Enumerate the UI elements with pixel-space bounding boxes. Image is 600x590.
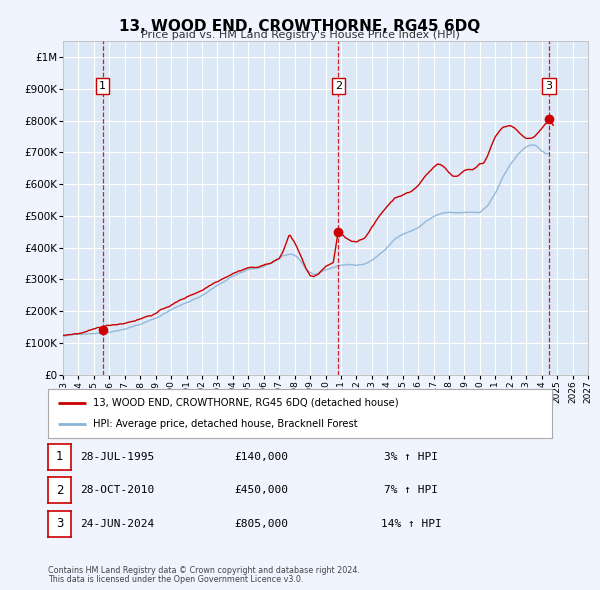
Text: 2: 2 [56,484,63,497]
Text: 3: 3 [56,517,63,530]
Text: 1: 1 [99,81,106,91]
Text: 1: 1 [56,450,63,463]
Text: This data is licensed under the Open Government Licence v3.0.: This data is licensed under the Open Gov… [48,575,304,584]
Text: 2: 2 [335,81,342,91]
Text: £450,000: £450,000 [234,486,288,495]
Text: £805,000: £805,000 [234,519,288,529]
Text: 13, WOOD END, CROWTHORNE, RG45 6DQ (detached house): 13, WOOD END, CROWTHORNE, RG45 6DQ (deta… [94,398,399,408]
Text: 3: 3 [545,81,553,91]
Text: 24-JUN-2024: 24-JUN-2024 [80,519,154,529]
Text: 28-JUL-1995: 28-JUL-1995 [80,452,154,461]
Text: Price paid vs. HM Land Registry's House Price Index (HPI): Price paid vs. HM Land Registry's House … [140,30,460,40]
Text: 13, WOOD END, CROWTHORNE, RG45 6DQ: 13, WOOD END, CROWTHORNE, RG45 6DQ [119,19,481,34]
Text: HPI: Average price, detached house, Bracknell Forest: HPI: Average price, detached house, Brac… [94,419,358,430]
Text: 28-OCT-2010: 28-OCT-2010 [80,486,154,495]
Text: 7% ↑ HPI: 7% ↑ HPI [384,486,438,495]
Text: 3% ↑ HPI: 3% ↑ HPI [384,452,438,461]
Text: 14% ↑ HPI: 14% ↑ HPI [380,519,442,529]
Text: £140,000: £140,000 [234,452,288,461]
Text: Contains HM Land Registry data © Crown copyright and database right 2024.: Contains HM Land Registry data © Crown c… [48,566,360,575]
